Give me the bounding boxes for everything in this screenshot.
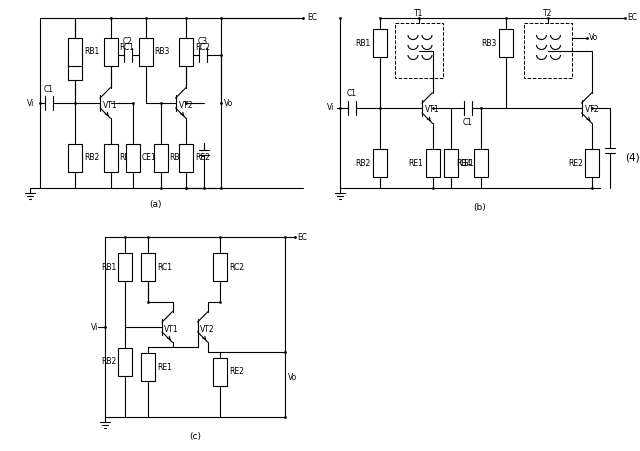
Text: RE2: RE2 [568,158,583,167]
Text: RC2: RC2 [229,262,244,272]
Text: EC: EC [627,14,637,23]
Bar [68,144,82,172]
Text: VT2: VT2 [200,326,214,335]
Bar [118,253,132,281]
Bar [213,358,227,386]
Text: RE2: RE2 [229,368,244,377]
Text: C1: C1 [463,118,472,127]
Text: RB1: RB1 [356,38,371,47]
Text: RB1: RB1 [84,47,99,56]
Bar [373,149,387,177]
Bar [125,144,140,172]
Bar [141,353,155,381]
Text: RB2: RB2 [84,153,99,162]
Text: RB2: RB2 [356,158,371,167]
Bar [104,38,118,66]
Bar [138,38,152,66]
Text: C1: C1 [44,85,54,94]
Text: RE1: RE1 [157,363,172,372]
Text: RC1: RC1 [120,42,134,51]
Text: C3: C3 [198,37,208,46]
Text: EC: EC [307,14,317,23]
Bar [179,144,193,172]
Text: EC: EC [297,233,307,241]
Text: RC1: RC1 [157,262,172,272]
Text: RB3: RB3 [481,38,497,47]
Text: Vo: Vo [288,373,297,382]
Text: RB2: RB2 [100,358,116,367]
Text: (c): (c) [189,432,201,441]
Bar [213,253,227,281]
Bar [141,253,155,281]
Text: C1: C1 [347,89,357,98]
Bar [68,38,82,66]
Text: Vi: Vi [27,98,34,107]
Text: T2: T2 [543,9,552,18]
Text: RB3: RB3 [154,47,170,56]
Text: RB4: RB4 [170,153,185,162]
Text: CE1: CE1 [460,158,474,167]
Bar [499,29,513,57]
Text: VT1: VT1 [164,326,179,335]
Text: VT1: VT1 [425,106,440,115]
Text: Vo: Vo [589,33,598,42]
Text: RB1: RB1 [100,262,116,272]
Text: (a): (a) [148,200,161,209]
Bar [154,144,168,172]
Text: C2: C2 [122,37,132,46]
Text: (4): (4) [625,153,639,163]
Bar [118,348,132,376]
Text: RB1: RB1 [120,153,135,162]
Bar [474,149,488,177]
Text: Vo: Vo [224,98,233,107]
Text: RE1: RE1 [408,158,424,167]
Text: Vi: Vi [91,322,98,331]
Bar [585,149,599,177]
Text: RC2: RC2 [195,42,210,51]
Bar [373,29,387,57]
Text: T1: T1 [414,9,424,18]
Bar [426,149,440,177]
Text: VT2: VT2 [584,106,599,115]
Text: Vi: Vi [326,103,334,112]
Bar [444,149,458,177]
Text: VT1: VT1 [103,101,118,110]
Text: CE1: CE1 [141,153,156,162]
Text: RB4: RB4 [456,158,472,167]
Text: (b): (b) [474,203,486,212]
Bar [395,23,443,78]
Bar [68,52,82,80]
Text: VT2: VT2 [179,101,193,110]
Text: RE2: RE2 [195,153,210,162]
Bar [179,38,193,66]
Bar [524,23,572,78]
Bar [104,144,118,172]
